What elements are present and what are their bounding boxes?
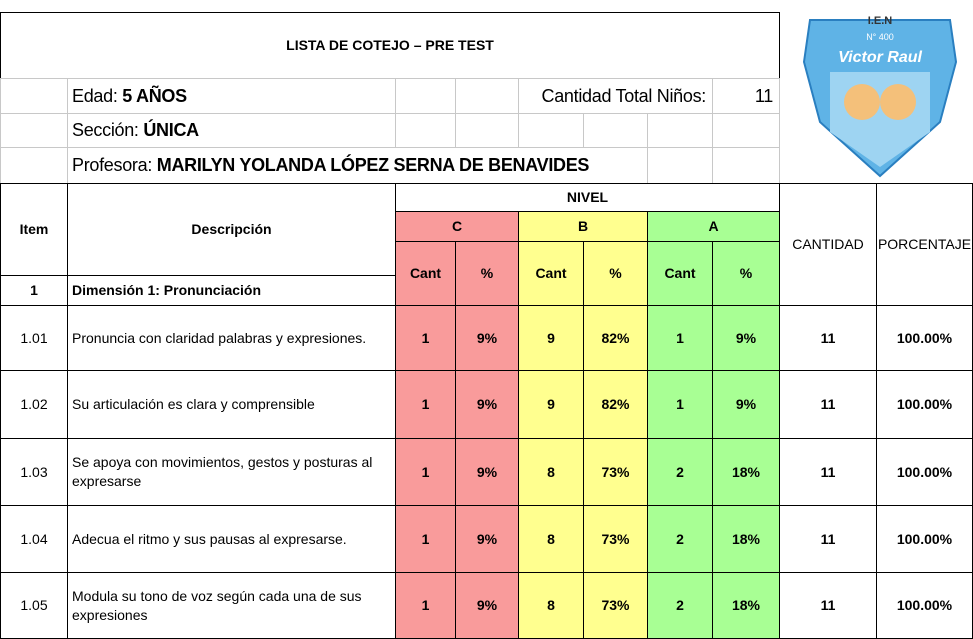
row-value: 82%	[583, 305, 648, 371]
row-value: 9%	[455, 305, 519, 371]
dimension-label: Dimensión 1: Pronunciación	[67, 275, 396, 306]
header-nivel: NIVEL	[395, 183, 780, 212]
row-description: Se apoya con movimientos, gestos y postu…	[67, 438, 396, 506]
header-descripcion: Descripción	[67, 183, 396, 276]
logo-text: Victor Raul	[838, 49, 922, 66]
row-value: 11	[779, 370, 877, 439]
row-value: 9%	[712, 370, 780, 439]
logo-text: N° 400	[866, 32, 894, 42]
empty-cell	[712, 113, 780, 148]
empty-cell	[647, 113, 713, 148]
row-value: 100.00%	[876, 505, 973, 573]
row-value: 100.00%	[876, 305, 973, 371]
school-logo: I.E.N N° 400 Victor Raul	[802, 15, 958, 178]
header-sub: Cant	[647, 241, 713, 306]
seccion: Sección: ÚNICA	[67, 113, 396, 148]
row-value: 1	[647, 305, 713, 371]
info-text: Sección:	[72, 120, 144, 141]
info-text: Profesora:	[72, 155, 157, 176]
info-text: MARILYN YOLANDA LÓPEZ SERNA DE BENAVIDES	[156, 155, 590, 176]
empty-cell	[647, 147, 713, 184]
row-value: 11	[779, 438, 877, 506]
header-level: C	[395, 211, 519, 242]
row-value: 1	[395, 305, 456, 371]
info-text: Edad:	[72, 85, 123, 106]
total-value: 11	[712, 78, 780, 114]
row-item: 1.04	[0, 505, 68, 573]
empty-cell	[395, 113, 456, 148]
row-value: 9%	[455, 438, 519, 506]
header-sub: %	[455, 241, 519, 306]
row-value: 9%	[712, 305, 780, 371]
row-value: 1	[395, 370, 456, 439]
header-cantidad: CANTIDAD	[779, 183, 877, 306]
row-value: 100.00%	[876, 438, 973, 506]
total-label: Cantidad Total Niños:	[518, 78, 713, 114]
row-value: 18%	[712, 438, 780, 506]
empty-cell	[455, 78, 519, 114]
row-description: Adecua el ritmo y sus pausas al expresar…	[67, 505, 396, 573]
row-value: 18%	[712, 572, 780, 639]
row-value: 100.00%	[876, 370, 973, 439]
title: LISTA DE COTEJO – PRE TEST	[0, 12, 780, 79]
row-description: Modula su tono de voz según cada una de …	[67, 572, 396, 639]
header-sub: Cant	[395, 241, 456, 306]
header-sub: Cant	[518, 241, 584, 306]
row-value: 9%	[455, 572, 519, 639]
row-value: 2	[647, 505, 713, 573]
logo-inner	[830, 72, 930, 167]
logo-text: I.E.N	[868, 15, 893, 27]
row-value: 18%	[712, 505, 780, 573]
header-sub: %	[583, 241, 648, 306]
row-description: Su articulación es clara y comprensible	[67, 370, 396, 439]
row-description: Pronuncia con claridad palabras y expres…	[67, 305, 396, 371]
row-value: 11	[779, 305, 877, 371]
row-value: 73%	[583, 505, 648, 573]
row-value: 9	[518, 305, 584, 371]
row-value: 9%	[455, 370, 519, 439]
header-porcentaje: PORCENTAJE	[876, 183, 973, 306]
row-item: 1.01	[0, 305, 68, 371]
empty-cell	[455, 113, 519, 148]
logo-child	[880, 84, 916, 120]
row-value: 2	[647, 572, 713, 639]
row-value: 73%	[583, 572, 648, 639]
row-value: 8	[518, 438, 584, 506]
empty-cell	[583, 113, 648, 148]
empty-cell	[0, 147, 68, 184]
row-value: 1	[647, 370, 713, 439]
row-value: 100.00%	[876, 572, 973, 639]
row-value: 8	[518, 572, 584, 639]
row-item: 1.02	[0, 370, 68, 439]
row-value: 11	[779, 505, 877, 573]
empty-cell	[518, 113, 584, 148]
empty-cell	[0, 78, 68, 114]
empty-cell	[0, 113, 68, 148]
row-item: 1.05	[0, 572, 68, 639]
dimension-item: 1	[0, 275, 68, 306]
empty-cell	[395, 78, 456, 114]
row-value: 9	[518, 370, 584, 439]
edad: Edad: 5 AÑOS	[67, 78, 396, 114]
info-text: ÚNICA	[143, 120, 199, 141]
profesora: Profesora: MARILYN YOLANDA LÓPEZ SERNA D…	[67, 147, 648, 184]
header-item: Item	[0, 183, 68, 276]
row-value: 1	[395, 438, 456, 506]
row-value: 1	[395, 572, 456, 639]
header-sub: %	[712, 241, 780, 306]
row-value: 2	[647, 438, 713, 506]
row-item: 1.03	[0, 438, 68, 506]
row-value: 9%	[455, 505, 519, 573]
row-value: 73%	[583, 438, 648, 506]
row-value: 11	[779, 572, 877, 639]
row-value: 1	[395, 505, 456, 573]
header-level: A	[647, 211, 780, 242]
info-text: 5 AÑOS	[122, 85, 187, 106]
header-level: B	[518, 211, 648, 242]
row-value: 82%	[583, 370, 648, 439]
empty-cell	[712, 147, 780, 184]
logo-child	[844, 84, 880, 120]
row-value: 8	[518, 505, 584, 573]
